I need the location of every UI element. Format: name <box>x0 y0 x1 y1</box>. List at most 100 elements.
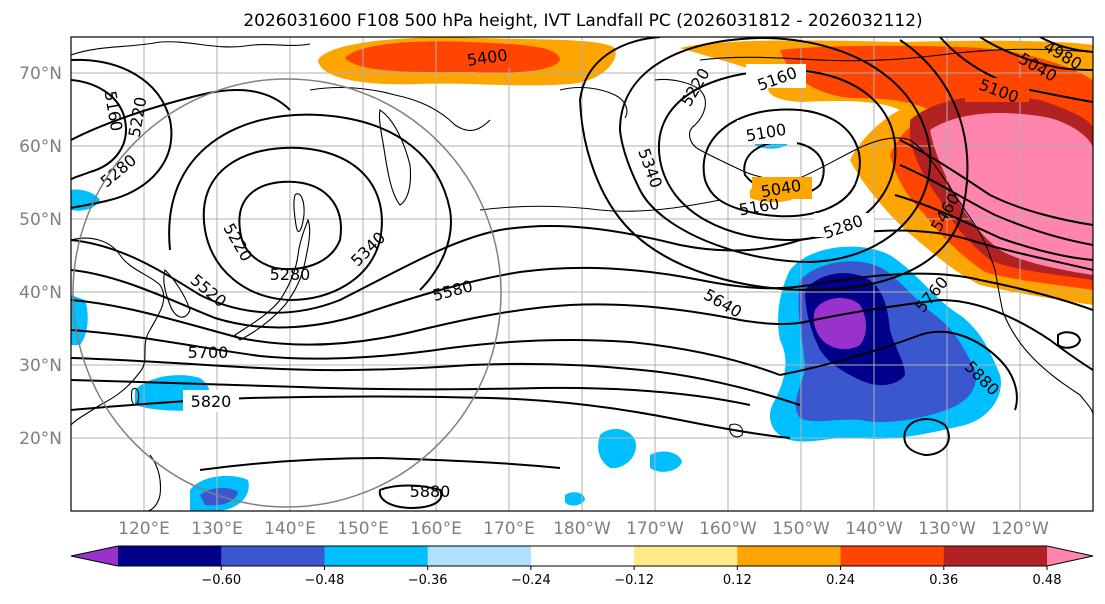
coast-korea-peninsula <box>163 268 191 318</box>
contour-5880-east-high <box>903 418 950 457</box>
coast-bc-washington <box>974 224 1004 313</box>
colorbar-box-3 <box>324 546 429 566</box>
lon-label-180w: 180°W <box>553 519 611 539</box>
lon-label-120w: 120°W <box>991 519 1049 539</box>
contour-nw-5220 <box>71 58 173 209</box>
lat-label-40n: 40°N <box>19 283 62 303</box>
colorbar-tick-label-7: 0.36 <box>929 573 958 588</box>
lat-label-20n: 20°N <box>19 429 62 449</box>
ivt-negative-band-west-edge <box>71 295 88 345</box>
colorbar-tick-label-0: −0.60 <box>201 573 241 588</box>
contour-5280-japan-low <box>238 180 342 271</box>
ivt-positive-band-arctic-inner <box>345 41 560 73</box>
contour-label-5820: 5820 <box>191 392 232 411</box>
colorbar-box-8 <box>840 546 945 566</box>
lon-label-160w: 160°W <box>699 519 757 539</box>
contour-5280-aleutian <box>618 37 932 264</box>
contour-ridge-2 <box>809 272 1093 311</box>
colorbar-box-1 <box>118 546 222 566</box>
coast-chukotka <box>559 86 628 119</box>
lon-label-130e: 130°E <box>191 519 243 539</box>
ivt-negative-band-subtropics-2 <box>650 451 682 472</box>
graticule <box>71 37 1093 511</box>
lon-label-160e: 160°E <box>410 519 462 539</box>
coast-sakhalin <box>293 193 305 233</box>
lon-label-120e: 120°E <box>118 519 170 539</box>
contour-bc-tight-2 <box>899 164 1093 246</box>
landfall-radius-circle <box>72 78 502 508</box>
contour-bc-tight-3 <box>894 194 1093 261</box>
contour-labels: 5400 5160 5220 5160 5280 5220 5160 5100 … <box>97 37 1085 501</box>
contour-5400-west <box>168 113 452 291</box>
colorbar-outline <box>70 545 1094 567</box>
lon-label-130w: 130°W <box>918 519 976 539</box>
contour-5760-band <box>71 379 751 406</box>
ivt-negative-band-west-edge-2 <box>71 189 100 211</box>
coast-kamchatka <box>378 109 412 206</box>
lon-label-170e: 170°E <box>483 519 535 539</box>
contour-5580-band <box>71 299 806 346</box>
contour-5880-band <box>199 456 561 471</box>
latitude-labels: 70°N 60°N 50°N 40°N 30°N 20°N <box>19 64 62 449</box>
longitude-labels: 120°E 130°E 140°E 150°E 160°E 170°E 180°… <box>118 519 1049 539</box>
ivt-negative-band-subtropics-3 <box>565 492 585 506</box>
lat-label-30n: 30°N <box>19 356 62 376</box>
contour-5520-band <box>71 266 811 329</box>
map-title: 2026031600 F108 500 hPa height, IVT Land… <box>243 11 922 31</box>
colorbar-tick-label-5: 0.12 <box>723 573 752 588</box>
colorbar-tick-label-6: 0.24 <box>826 573 855 588</box>
coast-alaska-north <box>699 48 1093 62</box>
contour-5340-aleutian <box>579 37 969 292</box>
coastlines <box>71 41 1093 511</box>
colorbar-tick-label-2: −0.36 <box>408 573 448 588</box>
lon-label-170w: 170°W <box>626 519 684 539</box>
lat-label-60n: 60°N <box>19 137 62 157</box>
lat-label-70n: 70°N <box>19 64 62 84</box>
coast-california <box>1002 311 1093 416</box>
contour-5160-aleutian <box>702 108 861 218</box>
map-frame <box>70 36 1094 512</box>
colorbar-extend-low <box>71 546 118 566</box>
ivt-negative-band-pacific-core <box>813 298 866 350</box>
height-contours <box>71 37 1093 510</box>
colorbar-extend-high <box>1047 546 1093 566</box>
contour-label-5700: 5700 <box>188 343 229 362</box>
colorbar-boxes <box>118 546 1048 566</box>
lon-label-150e: 150°E <box>337 519 389 539</box>
colorbar-box-7 <box>737 546 842 566</box>
lat-label-50n: 50°N <box>19 210 62 230</box>
colorbar-tick-label-1: −0.48 <box>305 573 345 588</box>
colorbar-box-5 <box>530 546 635 566</box>
lon-label-140e: 140°E <box>264 519 316 539</box>
colorbar-box-4 <box>427 546 532 566</box>
contour-5640-band <box>71 329 781 376</box>
colorbar-tick-label-8: 0.48 <box>1033 573 1062 588</box>
contour-label-5880-south: 5880 <box>410 482 451 501</box>
contour-label-5280-japan: 5280 <box>270 265 311 284</box>
contour-5340-japan-low <box>202 146 383 302</box>
contour-nw-5160 <box>71 79 127 181</box>
contour-5880-south <box>378 484 443 510</box>
contour-bc-tight-1 <box>899 139 1093 226</box>
contour-ne-alaska-2 <box>979 37 1093 71</box>
ivt-negative-band-subtropics <box>598 428 636 469</box>
colorbar-tick-label-3: −0.24 <box>511 573 551 588</box>
colorbar-tick-label-4: −0.12 <box>614 573 654 588</box>
coast-china-korea <box>71 237 165 426</box>
contour-5460-band <box>71 224 801 314</box>
colorbar-ticks: −0.60 −0.48 −0.36 −0.24 −0.12 0.12 0.24 0.36 0.4… <box>201 566 1062 588</box>
colorbar-box-9 <box>943 546 1048 566</box>
lon-label-140w: 140°W <box>845 519 903 539</box>
coast-philippines <box>147 454 162 511</box>
contour-ne-alaska-1 <box>939 37 1093 103</box>
coast-asia-arctic <box>71 41 311 56</box>
coast-hawaii <box>729 423 744 438</box>
colorbar-box-2 <box>221 546 325 566</box>
contour-nw-5280 <box>71 89 291 141</box>
coast-taiwan <box>131 387 140 406</box>
colorbar: −0.60 −0.48 −0.36 −0.24 −0.12 0.12 0.24 0.36 0.4… <box>70 545 1094 588</box>
contour-5700-band <box>71 357 801 406</box>
contour-ridge-3 <box>804 298 1093 371</box>
lon-label-150w: 150°W <box>772 519 830 539</box>
